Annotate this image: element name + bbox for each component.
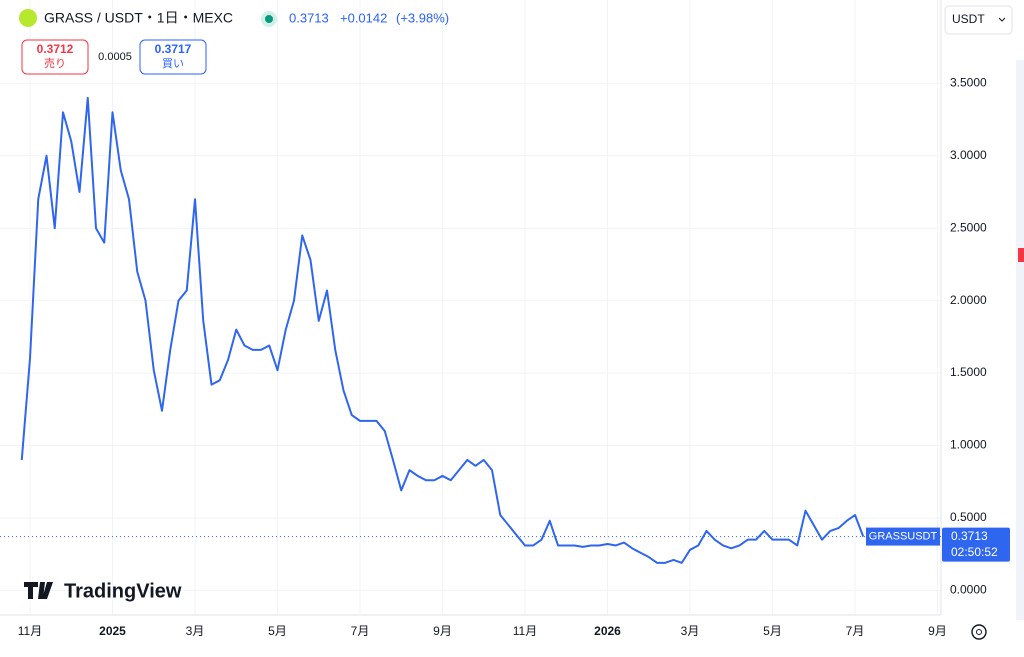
x-tick-label: 11月 [18, 624, 42, 638]
x-tick-label: 9月 [928, 624, 947, 638]
y-tick-label: 0.5000 [950, 510, 987, 524]
sell-button[interactable] [21, 39, 89, 75]
symbol-logo [19, 9, 37, 27]
price-tag-value: 0.3713 [951, 529, 988, 543]
symbol[interactable]: GRASS / USDT・1日・MEXC [44, 10, 233, 26]
y-tick-label: 2.5000 [950, 220, 987, 234]
dropdown-arrow [998, 17, 1006, 22]
y-tick-label: 1.5000 [950, 365, 987, 379]
buy-price: 0.3717 [155, 42, 192, 56]
countdown: 02:50:52 [951, 545, 998, 559]
buy-label: 買い [162, 57, 184, 70]
y-tick-label: 3.0000 [950, 148, 987, 162]
x-tick-label: 2026 [594, 624, 621, 638]
spread: 0.0005 [98, 51, 132, 63]
x-tick-label: 3月 [186, 624, 205, 638]
sell-price: 0.3712 [37, 42, 74, 56]
buy-button[interactable] [139, 39, 207, 75]
price-tag [942, 527, 1010, 562]
x-tick-label: 5月 [763, 624, 782, 638]
y-tick-label: 3.5000 [950, 76, 987, 90]
x-tick-label: 7月 [846, 624, 865, 638]
x-tick-label: 5月 [268, 624, 287, 638]
currency: USDT [952, 12, 985, 26]
sell-label: 売り [44, 57, 66, 70]
x-tick-label: 7月 [351, 624, 370, 638]
branding: TradingView [64, 580, 182, 602]
side-marker [1018, 248, 1024, 262]
side-strip [1016, 60, 1024, 620]
y-tick-label: 1.0000 [950, 438, 987, 452]
price-line [20, 96, 865, 564]
x-tick-label: 11月 [513, 624, 537, 638]
currency-select[interactable] [944, 5, 1013, 35]
settings-icon[interactable] [971, 624, 987, 640]
series-tag [866, 527, 940, 546]
y-tick-label: 2.0000 [950, 293, 987, 307]
x-tick-label: 3月 [681, 624, 700, 638]
price-change-pct: (+3.98%) [396, 10, 449, 25]
tv-logo [24, 582, 53, 599]
last-price: 0.3713 [289, 10, 329, 25]
x-tick-label: 2025 [99, 624, 126, 638]
x-tick-label: 9月 [433, 624, 452, 638]
status-dot [265, 15, 273, 23]
y-tick-label: 0.0000 [950, 583, 987, 597]
settings-icon-core [976, 629, 982, 635]
series-name: GRASSUSDT [869, 530, 938, 542]
price-change: +0.0142 [340, 10, 387, 25]
